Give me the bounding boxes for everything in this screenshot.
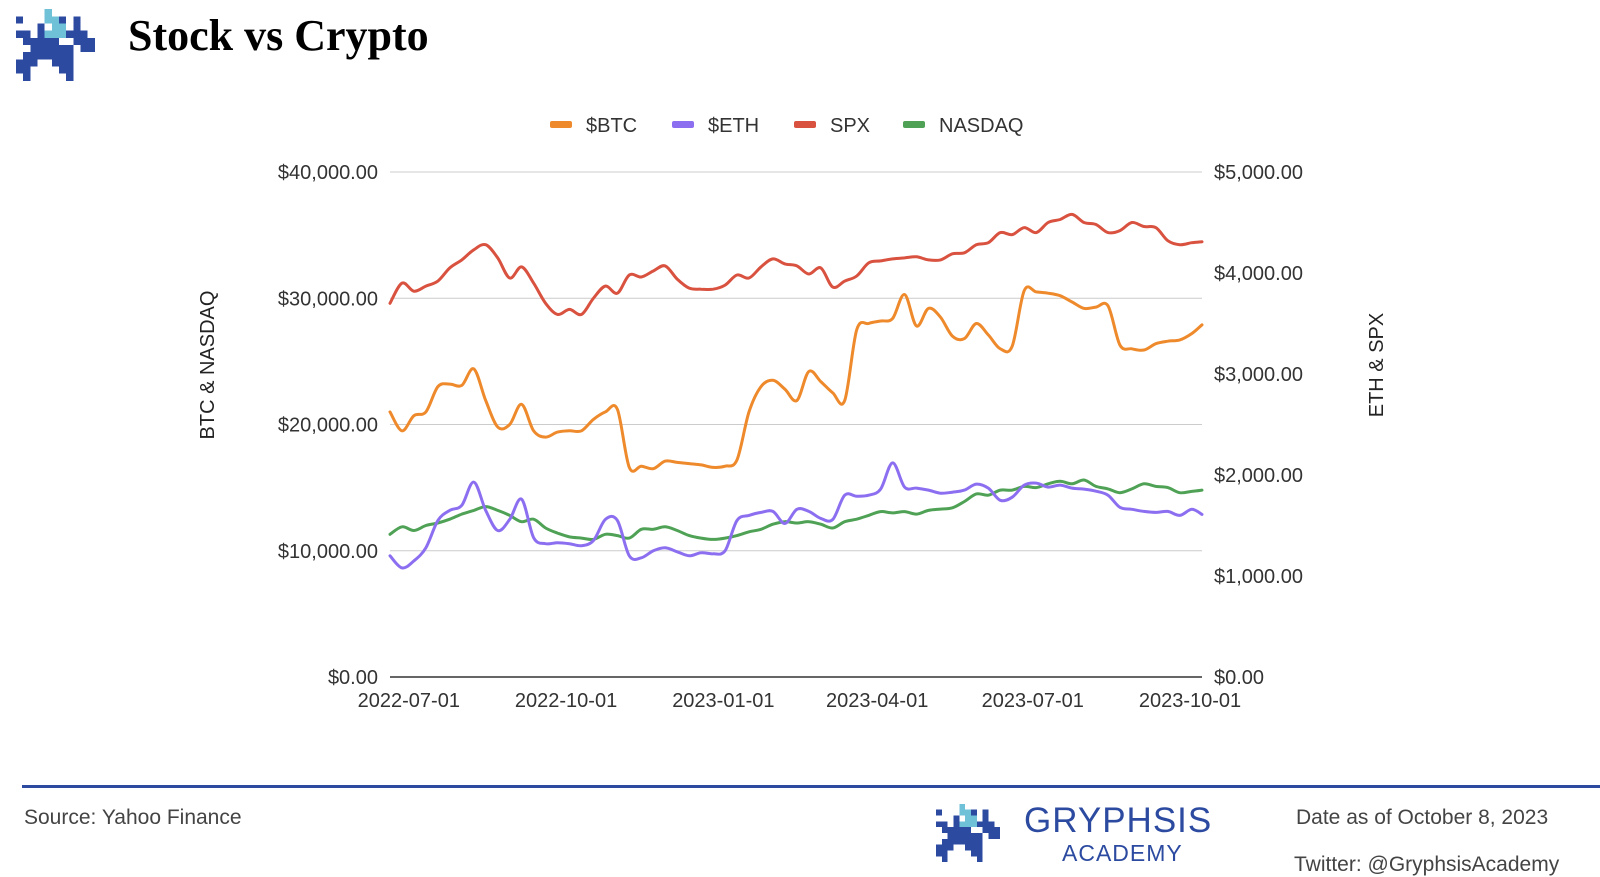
x-tick-label: 2022-10-01: [515, 690, 617, 712]
twitter-handle: Twitter: @GryphsisAcademy: [1294, 853, 1560, 876]
legend-label-nasdaq: NASDAQ: [939, 115, 1023, 137]
series-line-nasdaq: [388, 478, 1204, 542]
line-chart: $0.00 $10,000.00 $20,000.00 $30,000.00 $40,0…: [197, 115, 1388, 712]
brand-name: GRYPHSIS: [1024, 801, 1213, 840]
y-right-tick-label: $4,000.00: [1214, 263, 1303, 285]
legend-label-spx: SPX: [830, 115, 870, 137]
x-tick-label: 2022-07-01: [358, 690, 460, 712]
y-left-tick-label: $0.00: [328, 667, 378, 689]
y-right-tick-label: $1,000.00: [1214, 566, 1303, 588]
legend-swatch-btc: [550, 121, 572, 128]
series-line-btc: [388, 285, 1204, 473]
x-tick-label: 2023-10-01: [1139, 690, 1241, 712]
y-right-axis-title: ETH & SPX: [1366, 313, 1388, 417]
gryphon-logo-icon: [936, 803, 1001, 863]
legend-label-eth: $ETH: [708, 115, 759, 137]
y-left-tick-label: $40,000.00: [278, 162, 378, 184]
y-left-tick-label: $10,000.00: [278, 541, 378, 563]
series-line-eth: [388, 461, 1204, 570]
series-line-spx: [388, 212, 1204, 317]
y-right-tick-label: $3,000.00: [1214, 364, 1303, 386]
y-right-tick-label: $5,000.00: [1214, 162, 1303, 184]
legend-swatch-nasdaq: [903, 121, 925, 128]
x-tick-label: 2023-01-01: [672, 690, 774, 712]
gryphon-logo-icon: [16, 9, 95, 81]
source-text: Source: Yahoo Finance: [24, 806, 242, 829]
x-tick-label: 2023-07-01: [982, 690, 1084, 712]
page-title: Stock vs Crypto: [128, 11, 429, 60]
footer-divider: [22, 785, 1600, 788]
x-tick-label: 2023-04-01: [826, 690, 928, 712]
brand-subtitle: ACADEMY: [1062, 840, 1183, 866]
date-text: Date as of October 8, 2023: [1296, 806, 1549, 829]
legend-label-btc: $BTC: [586, 115, 637, 137]
legend-swatch-eth: [672, 121, 694, 128]
y-right-tick-label: $2,000.00: [1214, 465, 1303, 487]
y-left-tick-label: $20,000.00: [278, 415, 378, 437]
legend-swatch-spx: [794, 121, 816, 128]
y-right-tick-label: $0.00: [1214, 667, 1264, 689]
y-left-axis-title: BTC & NASDAQ: [197, 291, 219, 440]
y-left-tick-label: $30,000.00: [278, 288, 378, 310]
